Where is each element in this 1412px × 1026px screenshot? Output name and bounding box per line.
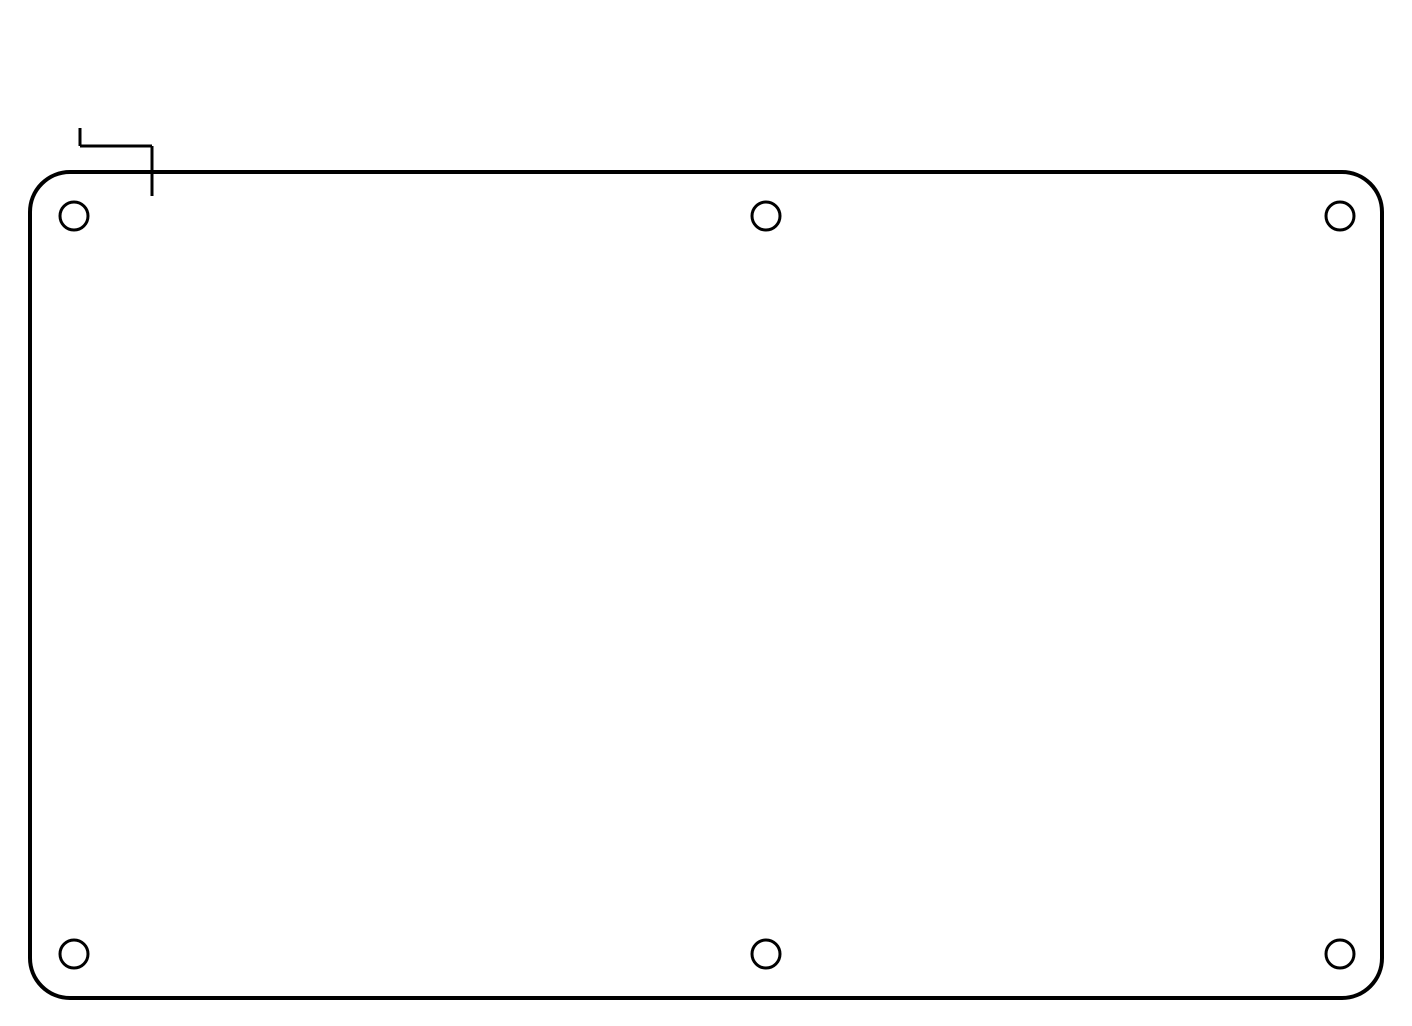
- screw-hole: [1326, 940, 1354, 968]
- screw-hole: [60, 940, 88, 968]
- screw-hole: [60, 202, 88, 230]
- screw-hole: [1326, 202, 1354, 230]
- screw-hole: [752, 202, 780, 230]
- panel-outline: [30, 172, 1382, 998]
- screw-hole: [752, 940, 780, 968]
